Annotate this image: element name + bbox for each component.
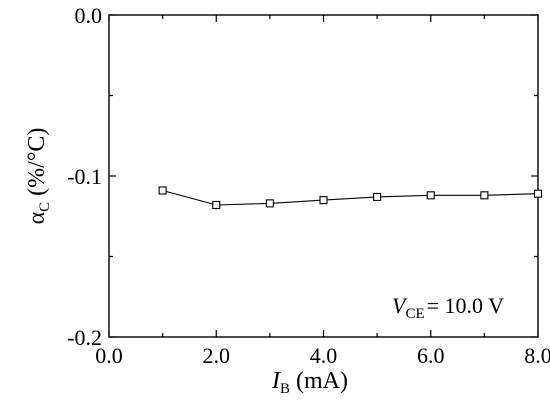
data-point: [212, 200, 221, 210]
plot-area: [108, 14, 539, 338]
y-tick-label: 0.0: [75, 3, 103, 28]
data-point: [373, 192, 382, 201]
y-tick-label: -0.2: [67, 325, 102, 350]
y-axis-title: αC (%/°C): [24, 128, 53, 225]
data-point: [533, 189, 543, 198]
data-point: [480, 191, 489, 200]
plot-frame: [108, 14, 539, 338]
data-point: [158, 186, 167, 195]
x-axis: 0.0 2.0 4.0 6.0 8.0: [95, 15, 550, 368]
x-tick-label: 8.0: [524, 343, 550, 368]
x-tick-label: 6.0: [417, 343, 445, 368]
series-layer: [158, 186, 543, 210]
data-point: [426, 191, 435, 200]
vce-annotation: VCE= 10.0 V: [392, 293, 504, 322]
x-tick-label: 4.0: [310, 343, 338, 368]
y-tick-label: -0.1: [67, 164, 102, 189]
x-tick-label: 2.0: [203, 343, 231, 368]
x-axis-title: IB (mA): [271, 368, 348, 397]
x-tick-label: 0.0: [95, 343, 123, 368]
y-axis: 0.0 -0.1 -0.2: [67, 3, 538, 350]
data-point: [319, 196, 328, 205]
series-line: [162, 189, 539, 206]
data-point: [265, 199, 274, 208]
